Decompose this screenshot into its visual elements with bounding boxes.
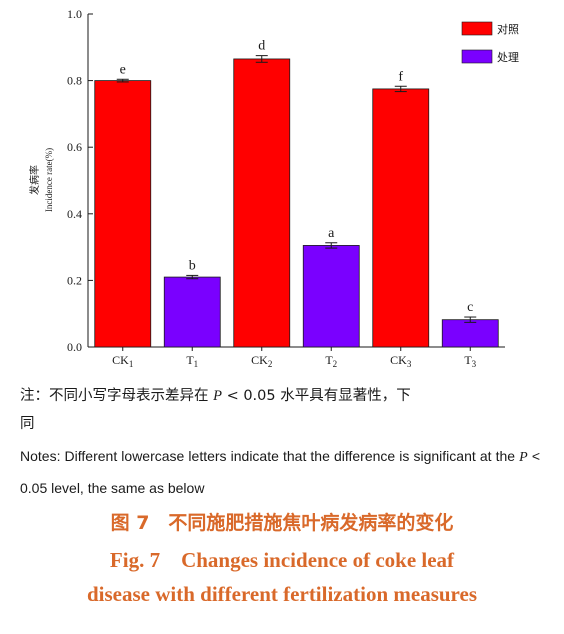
significance-letter: e [120, 62, 126, 77]
significance-letter: d [258, 39, 265, 54]
x-tick-label: T1 [186, 353, 198, 369]
y-tick-label: 0.8 [67, 74, 82, 88]
y-tick-label: 0.6 [67, 140, 82, 154]
y-axis-label-cn: 发病率 [28, 165, 41, 195]
legend-label: 对照 [497, 22, 519, 36]
y-axis-label: 发病率 [28, 165, 41, 195]
note-cn-text-1: 注：不同小写字母表示差异在 [20, 388, 209, 404]
note-cn-text-3: 同 [20, 416, 35, 432]
figure-caption-en-line2: disease with different fertilization mea… [87, 582, 477, 606]
x-tick-label: CK3 [390, 353, 412, 369]
note-en-p: P [519, 450, 528, 465]
note-cn-p: P [213, 388, 222, 404]
x-tick-label: T3 [464, 353, 476, 369]
x-tick-label: CK2 [251, 353, 272, 369]
figure-caption-cn: 图 7 不同施肥措施焦叶病发病率的变化 [110, 512, 454, 534]
bar [302, 245, 360, 348]
bar [372, 88, 430, 348]
bar [163, 276, 221, 348]
note-chinese: 注：不同小写字母表示差异在 P < 0.05 水平具有显著性，下 同 [20, 382, 540, 438]
y-axis-label-en: Incidence rate(%) [44, 148, 54, 212]
x-tick-label: T2 [325, 353, 337, 369]
x-tick-label: CK1 [112, 353, 133, 369]
note-cn-text-2: < 0.05 水平具有显著性，下 [226, 388, 411, 404]
incidence-bar-chart: 0.0 0.2 0.4 0.6 0.8 1.0 CK1 T1 CK2 T2 CK3 T3 e b d a f c… [28, 7, 519, 369]
significance-letter: c [467, 300, 473, 315]
significance-letter: f [398, 69, 403, 84]
bar [441, 319, 499, 348]
legend-swatch [461, 21, 493, 36]
note-english: Notes: Different lowercase letters indic… [20, 441, 540, 503]
y-tick-label: 1.0 [67, 7, 82, 21]
chart-axes: 0.0 0.2 0.4 0.6 0.8 1.0 CK1 T1 CK2 T2 CK3 T3 [67, 7, 505, 369]
legend-label: 处理 [497, 51, 519, 64]
significance-letter: b [189, 258, 196, 273]
figure-caption-en-line1: Fig. 7 Changes incidence of coke leaf [109, 548, 455, 572]
legend-swatch [461, 49, 493, 64]
note-en-text-1: Notes: Different lowercase letters indic… [20, 448, 516, 464]
y-tick-label: 0.0 [67, 340, 82, 354]
significance-letter: a [328, 226, 335, 241]
y-tick-label: 0.2 [67, 273, 82, 287]
bar [94, 80, 152, 348]
chart-bars: e b d a f c [94, 39, 499, 348]
bar [233, 58, 291, 348]
note-en-text-2: < 0.05 level, the same as below [20, 448, 541, 496]
y-tick-label: 0.4 [67, 207, 82, 221]
